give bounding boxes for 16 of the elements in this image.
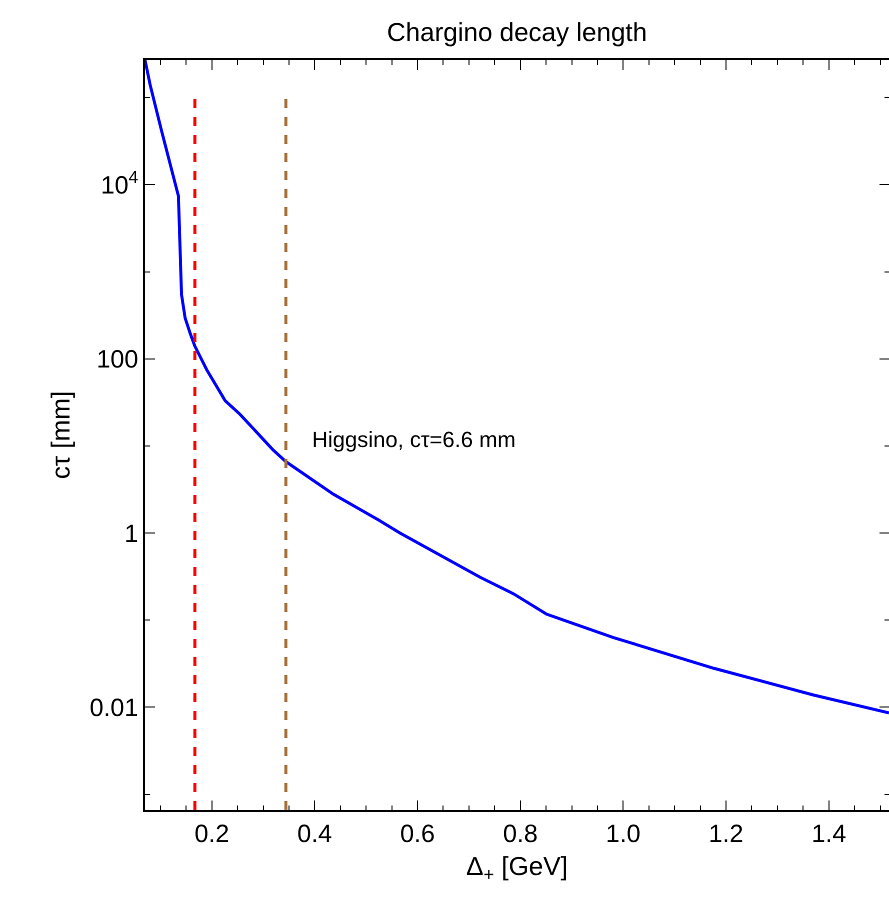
x-tick-label: 1.4: [811, 820, 846, 848]
x-tick-label: 0.8: [502, 820, 538, 848]
x-tick-label: 1.2: [708, 820, 744, 848]
x-tick-label: 0.4: [297, 820, 332, 848]
line-series: [145, 60, 889, 714]
chart-title: Chargino decay length: [386, 16, 648, 47]
y-tick-label: 1: [124, 520, 138, 548]
x-axis-title: Δ$_{+}$ [GeV]: [466, 850, 568, 884]
y-tick-label: 10$^{4}$: [100, 166, 139, 200]
y-tick-label: 100: [96, 346, 138, 374]
y-tick-label: 0.01: [90, 694, 138, 722]
y-axis-title: cτ [mm]: [45, 390, 76, 480]
annotation: Higgsino, cτ=6.6 mm: [312, 427, 516, 452]
x-tick-label: 0.6: [400, 820, 435, 848]
x-tick-label: 1.0: [606, 820, 641, 848]
x-tick-label: 0.2: [194, 820, 230, 848]
